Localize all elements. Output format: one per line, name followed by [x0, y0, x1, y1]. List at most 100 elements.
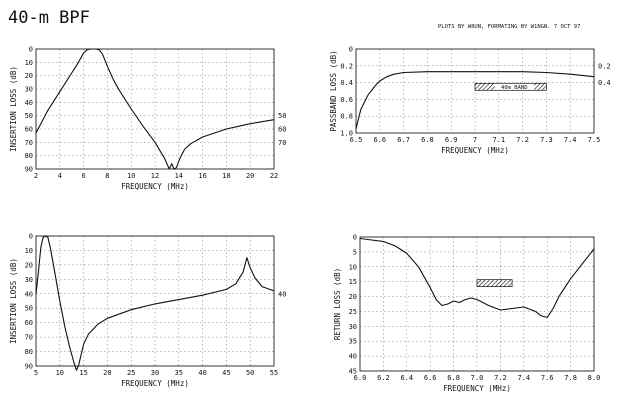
y-tick-label: 60	[25, 319, 33, 327]
x-axis-label: FREQUENCY (MHz)	[121, 379, 189, 388]
y-axis-label: INSERTION LOSS (dB)	[9, 258, 18, 344]
x-axis-label: FREQUENCY (MHz)	[441, 146, 509, 155]
right-tick-label: 60	[278, 126, 286, 134]
y-tick-label: 10	[25, 59, 33, 67]
y-tick-label: 0	[29, 46, 33, 54]
x-tick-label: 16	[198, 172, 206, 180]
plot-credit: PLOTS BY W8UN, FORMATING BY W1NGN. 7 OCT…	[438, 24, 581, 30]
x-tick-label: 8.0	[588, 374, 601, 382]
y-tick-label: 30	[25, 276, 33, 284]
right-tick-label: 0.4	[598, 79, 611, 87]
x-tick-label: 6	[81, 172, 85, 180]
y-tick-label: 40	[349, 353, 357, 361]
y-tick-label: 15	[349, 278, 357, 286]
y-tick-label: 0	[29, 233, 33, 241]
x-tick-label: 7.0	[471, 374, 484, 382]
x-tick-label: 10	[127, 172, 135, 180]
y-tick-label: 90	[25, 166, 33, 174]
plot-frame	[35, 48, 275, 170]
x-tick-label: 6.8	[447, 374, 460, 382]
x-tick-label: 7.5	[588, 136, 601, 144]
x-tick-label: 12	[151, 172, 159, 180]
x-tick-label: 7.6	[541, 374, 554, 382]
x-tick-label: 7.4	[517, 374, 530, 382]
plot-frame	[359, 236, 595, 372]
x-tick-label: 15	[79, 369, 87, 377]
y-tick-label: 5	[353, 248, 357, 256]
y-tick-label: 30	[349, 323, 357, 331]
y-tick-label: 35	[349, 338, 357, 346]
x-tick-label: 2	[34, 172, 38, 180]
y-tick-label: 0	[353, 234, 357, 242]
y-tick-label: 0.8	[340, 113, 353, 121]
right-tick-label: 40	[278, 290, 286, 298]
x-tick-label: 18	[222, 172, 230, 180]
y-tick-label: 80	[25, 348, 33, 356]
y-tick-label: 0.2	[340, 62, 353, 70]
x-tick-label: 7.2	[494, 374, 507, 382]
x-tick-label: 35	[175, 369, 183, 377]
series-line	[355, 71, 595, 129]
y-tick-label: 20	[349, 293, 357, 301]
y-tick-label: 0.6	[340, 96, 353, 104]
y-tick-label: 30	[25, 86, 33, 94]
y-tick-label: 70	[25, 334, 33, 342]
y-tick-label: 45	[349, 368, 357, 376]
x-tick-label: 6.0	[354, 374, 367, 382]
x-tick-label: 5	[34, 369, 38, 377]
chart-wideband-insertion-loss: 2 4 6 8 10 12 14 16 18 20 22 0 10 20 30 40 50 60 70 80 90 50 6…	[9, 46, 286, 192]
x-tick-label: 7.8	[564, 374, 577, 382]
y-tick-label: 0.4	[340, 79, 353, 87]
y-tick-label: 50	[25, 305, 33, 313]
plot-frame	[355, 48, 595, 134]
x-tick-label: 6.2	[377, 374, 390, 382]
chart-passband-loss: 6.5 6.6 6.7 6.8 6.9 7 7.1 7.2 7.3 7.4 7.5 0 0.2 0.4 0.…	[329, 46, 611, 156]
y-tick-label: 10	[349, 263, 357, 271]
y-axis-label: PASSBAND LOSS (dB)	[329, 50, 338, 131]
x-tick-label: 7.1	[492, 136, 505, 144]
x-tick-label: 14	[175, 172, 183, 180]
y-tick-label: 50	[25, 112, 33, 120]
x-tick-label: 50	[246, 369, 254, 377]
x-tick-label: 4	[58, 172, 62, 180]
x-tick-label: 7.3	[540, 136, 553, 144]
x-tick-label: 30	[151, 369, 159, 377]
x-tick-label: 45	[222, 369, 230, 377]
x-tick-label: 25	[127, 369, 135, 377]
series-line	[35, 48, 275, 170]
series-line	[359, 237, 595, 318]
series-line	[35, 235, 275, 371]
band-label: 40m BAND	[501, 85, 528, 91]
chart-broadband-insertion-loss: 5 10 15 20 25 30 35 40 45 50 55 0 10 20 30 40 50 60 70 80 90…	[9, 233, 286, 389]
x-axis-label: FREQUENCY (MHz)	[121, 182, 189, 191]
right-tick-label: 50	[278, 112, 286, 120]
x-tick-label: 55	[270, 369, 278, 377]
y-tick-label: 80	[25, 152, 33, 160]
y-tick-label: 10	[25, 247, 33, 255]
y-tick-label: 20	[25, 261, 33, 269]
y-tick-label: 40	[25, 99, 33, 107]
x-tick-label: 7	[473, 136, 477, 144]
x-tick-label: 8	[105, 172, 109, 180]
x-tick-label: 7.2	[516, 136, 529, 144]
x-tick-label: 6.4	[400, 374, 413, 382]
x-axis-label: FREQUENCY (MHz)	[443, 384, 511, 393]
band-marker	[476, 279, 513, 288]
x-tick-label: 20	[246, 172, 254, 180]
y-tick-label: 20	[25, 72, 33, 80]
x-tick-label: 40	[198, 369, 206, 377]
x-tick-label: 6.7	[397, 136, 410, 144]
y-axis-label: INSERTION LOSS (dB)	[9, 66, 18, 152]
y-axis-label: RETURN LOSS (dB)	[333, 268, 342, 340]
y-tick-label: 0	[349, 46, 353, 54]
right-tick-label: 70	[278, 139, 286, 147]
y-tick-label: 60	[25, 126, 33, 134]
y-tick-label: 25	[349, 308, 357, 316]
x-tick-label: 6.6	[424, 374, 437, 382]
x-tick-label: 6.5	[350, 136, 363, 144]
y-tick-label: 90	[25, 363, 33, 371]
x-tick-label: 6.9	[445, 136, 458, 144]
right-tick-label: 0.2	[598, 62, 611, 70]
y-tick-label: 1.0	[340, 130, 353, 138]
